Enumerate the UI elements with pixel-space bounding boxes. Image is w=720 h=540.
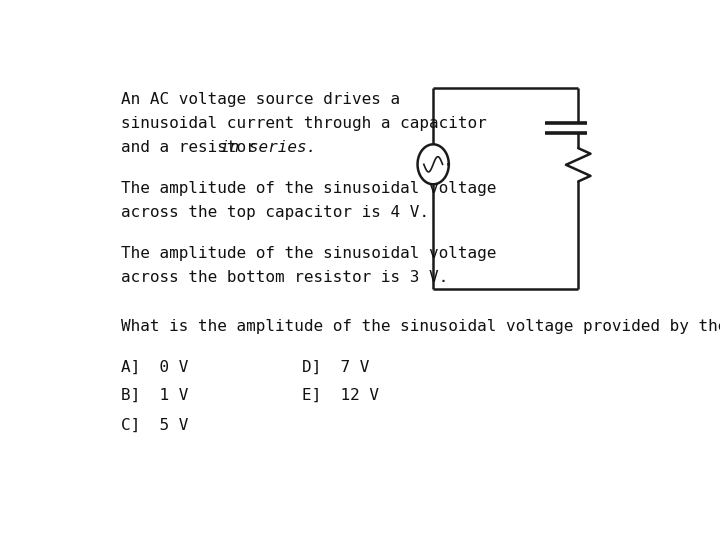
Text: B]  1 V: B] 1 V <box>121 388 188 403</box>
Text: The amplitude of the sinusoidal voltage: The amplitude of the sinusoidal voltage <box>121 246 496 261</box>
Text: E]  12 V: E] 12 V <box>302 388 379 403</box>
Text: C]  5 V: C] 5 V <box>121 418 188 433</box>
Text: A]  0 V: A] 0 V <box>121 360 188 375</box>
Text: across the bottom resistor is 3 V.: across the bottom resistor is 3 V. <box>121 270 448 285</box>
Text: An AC voltage source drives a: An AC voltage source drives a <box>121 92 400 107</box>
Text: D]  7 V: D] 7 V <box>302 360 369 375</box>
Text: across the top capacitor is 4 V.: across the top capacitor is 4 V. <box>121 205 428 220</box>
Text: sinusoidal current through a capacitor: sinusoidal current through a capacitor <box>121 116 487 131</box>
Text: in series.: in series. <box>220 140 316 155</box>
Text: The amplitude of the sinusoidal voltage: The amplitude of the sinusoidal voltage <box>121 181 496 196</box>
Text: What is the amplitude of the sinusoidal voltage provided by the source?: What is the amplitude of the sinusoidal … <box>121 319 720 334</box>
Text: and a resistor: and a resistor <box>121 140 265 155</box>
